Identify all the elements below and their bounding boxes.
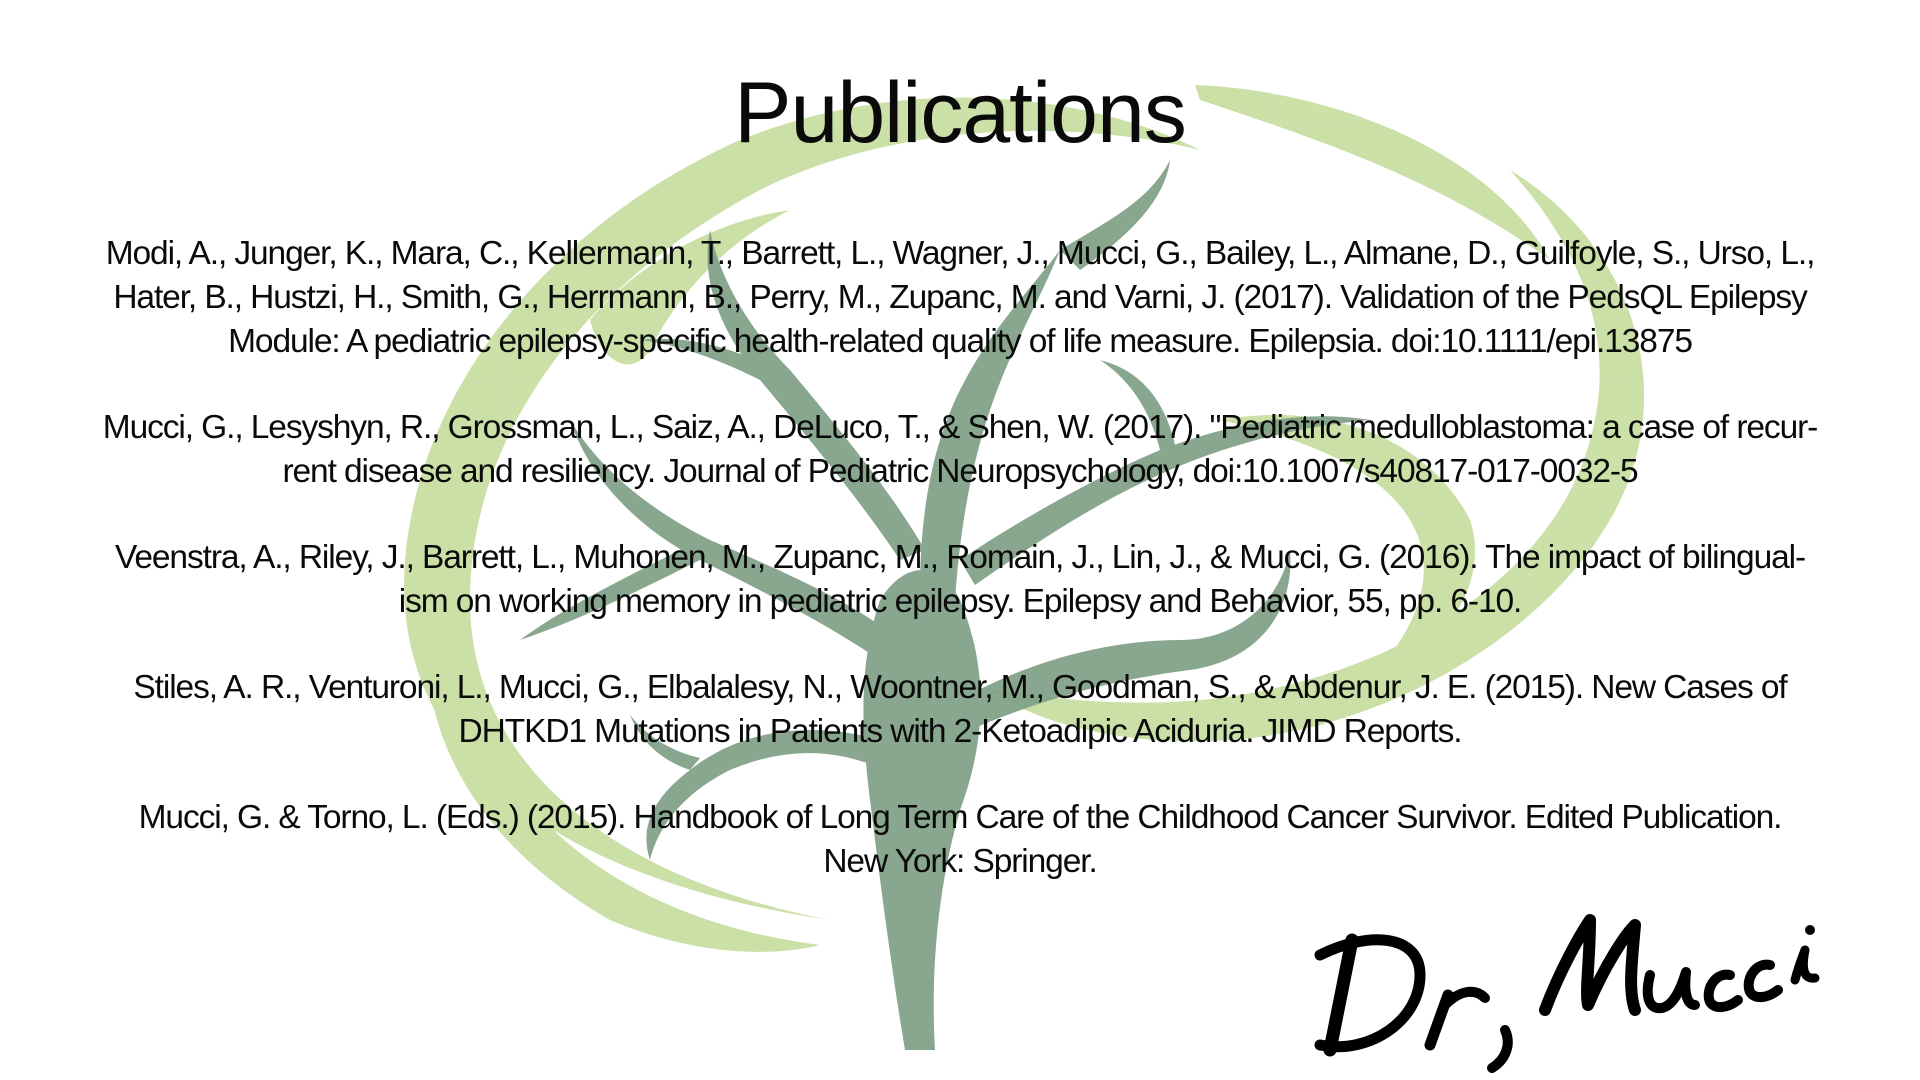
publication-line: Hater, B., Hustzi, H., Smith, G., Herrma… [113, 279, 1807, 316]
publication-line: DHTKD1 Mutations in Patients with 2-Keto… [458, 713, 1463, 750]
publication-item: Veenstra, A., Riley, J., Barrett, L., Mu… [60, 536, 1860, 624]
leaf-swirls [404, 85, 1645, 952]
tree-branches [520, 160, 1370, 1050]
publication-item: Stiles, A. R., Venturoni, L., Mucci, G.,… [60, 666, 1860, 754]
page-title: Publications [734, 65, 1187, 161]
publication-line: Module: A pediatric epilepsy-specific he… [228, 323, 1693, 360]
publication-list: Modi, A., Junger, K., Mara, C., Kellerma… [60, 232, 1860, 926]
publication-line: ism on working memory in pediatric epile… [398, 583, 1523, 620]
publication-line: Modi, A., Junger, K., Mara, C., Kellerma… [105, 235, 1816, 272]
publication-item: Mucci, G., Lesyshyn, R., Grossman, L., S… [60, 406, 1860, 494]
publication-line: rent disease and resiliency. Journal of … [282, 453, 1638, 490]
publication-line: Veenstra, A., Riley, J., Barrett, L., Mu… [114, 539, 1806, 576]
publication-line: Mucci, G., Lesyshyn, R., Grossman, L., S… [102, 409, 1819, 446]
publication-line: New York: Springer. [823, 843, 1097, 880]
publication-item: Modi, A., Junger, K., Mara, C., Kellerma… [60, 232, 1860, 364]
signature [1314, 914, 1820, 1073]
publication-line: Stiles, A. R., Venturoni, L., Mucci, G.,… [133, 669, 1787, 706]
publication-line: Mucci, G. & Torno, L. (Eds.) (2015). Han… [138, 799, 1783, 836]
publication-item: Mucci, G. & Torno, L. (Eds.) (2015). Han… [60, 796, 1860, 884]
